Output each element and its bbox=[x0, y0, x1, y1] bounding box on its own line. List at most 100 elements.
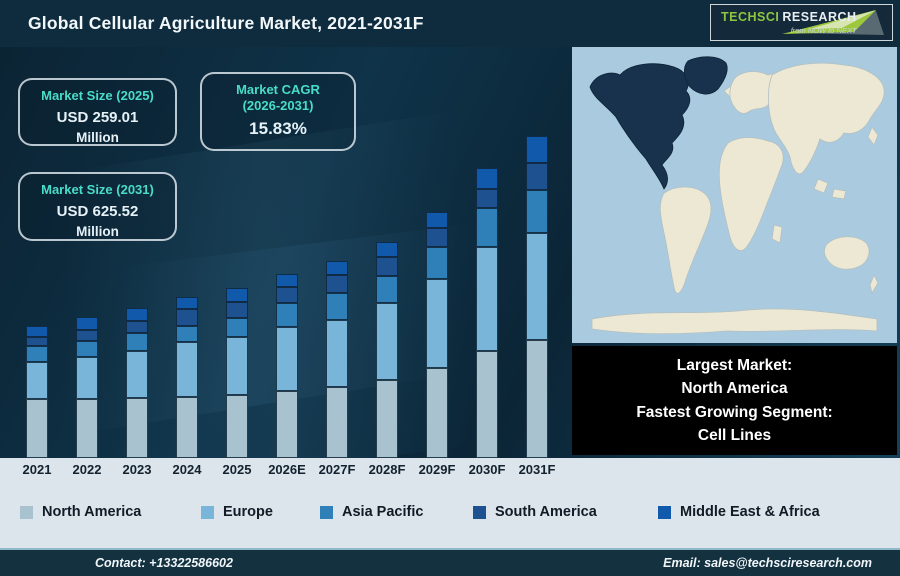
stat-unit: Million bbox=[76, 224, 119, 240]
bar-segment-asia-pacific bbox=[376, 276, 398, 303]
contact-email: Email: sales@techsciresearch.com bbox=[663, 556, 872, 570]
bar-segment-europe bbox=[476, 247, 498, 351]
legend-swatch bbox=[473, 505, 486, 519]
bar-segment-middle-east-africa bbox=[276, 274, 298, 287]
legend-item-north-america: North America bbox=[20, 504, 141, 520]
world-map bbox=[572, 47, 897, 343]
stat-unit: Million bbox=[76, 130, 119, 146]
stacked-bar-2022 bbox=[76, 317, 98, 458]
bar-segment-asia-pacific bbox=[26, 346, 48, 362]
bar-segment-south-america bbox=[426, 228, 448, 247]
logo-text: TECHSCI RESEARCH from NOW to NEXT bbox=[721, 11, 857, 34]
bar-segment-north-america bbox=[176, 397, 198, 458]
bar-segment-south-america bbox=[326, 275, 348, 293]
bar-segment-middle-east-africa bbox=[526, 136, 548, 163]
bar-segment-south-america bbox=[126, 321, 148, 333]
bar-segment-south-america bbox=[26, 337, 48, 346]
continent-australia bbox=[824, 236, 870, 270]
legend-label: North America bbox=[42, 504, 142, 520]
bar-segment-middle-east-africa bbox=[376, 242, 398, 257]
logo-tagline: from NOW to NEXT bbox=[790, 25, 857, 35]
legend-item-asia-pacific: Asia Pacific bbox=[320, 504, 423, 520]
greenland-highlighted bbox=[684, 56, 728, 95]
summary-line: Largest Market: bbox=[676, 357, 793, 374]
stat-label: Market Size (2031) bbox=[41, 182, 154, 197]
legend-item-south-america: South America bbox=[473, 504, 597, 520]
islands-japan bbox=[867, 126, 879, 146]
continent-south-america bbox=[659, 186, 712, 294]
page-title: Global Cellular Agriculture Market, 2021… bbox=[28, 13, 424, 33]
market-summary-box: Largest Market: North America Fastest Gr… bbox=[572, 346, 897, 455]
stat-label-line2: (2026-2031) bbox=[242, 98, 314, 114]
legend-item-europe: Europe bbox=[201, 504, 273, 520]
continent-asia bbox=[768, 62, 885, 175]
bar-segment-europe bbox=[426, 279, 448, 368]
bar-segment-north-america bbox=[76, 399, 98, 458]
continent-north-america-highlighted bbox=[589, 63, 691, 190]
world-map-panel bbox=[572, 47, 897, 343]
stacked-bar-2027F bbox=[326, 261, 348, 458]
stat-label: Market Size (2025) bbox=[41, 88, 154, 103]
logo-brand-primary: TECHSCI bbox=[721, 10, 780, 24]
x-axis-label-2021: 2021 bbox=[22, 462, 52, 477]
bar-segment-south-america bbox=[526, 163, 548, 190]
x-axis-label-2031F: 2031F bbox=[518, 462, 556, 477]
bar-segment-asia-pacific bbox=[526, 190, 548, 233]
bar-segment-north-america bbox=[526, 340, 548, 458]
bar-segment-south-america bbox=[276, 287, 298, 303]
bar-segment-asia-pacific bbox=[476, 208, 498, 247]
bar-segment-europe bbox=[76, 357, 98, 399]
islands-southeast-asia bbox=[831, 188, 847, 200]
bar-segment-middle-east-africa bbox=[426, 212, 448, 228]
bar-segment-south-america bbox=[376, 257, 398, 276]
legend-item-middle-east-africa: Middle East & Africa bbox=[658, 504, 820, 520]
stacked-bar-2025 bbox=[226, 288, 248, 458]
stat-label: Market CAGR bbox=[236, 82, 320, 97]
continent-africa bbox=[718, 137, 784, 251]
bar-segment-middle-east-africa bbox=[226, 288, 248, 302]
bar-segment-middle-east-africa bbox=[476, 168, 498, 189]
bar-segment-middle-east-africa bbox=[126, 308, 148, 321]
bar-segment-europe bbox=[226, 337, 248, 395]
stat-value: 15.83% bbox=[249, 118, 307, 138]
techsci-logo: TECHSCI RESEARCH from NOW to NEXT bbox=[710, 4, 893, 41]
islands-southeast-asia bbox=[813, 178, 829, 194]
bar-segment-europe bbox=[126, 351, 148, 398]
bar-segment-north-america bbox=[376, 380, 398, 458]
stacked-bar-2021 bbox=[26, 326, 48, 458]
stacked-bar-2031F bbox=[526, 136, 548, 458]
legend-swatch bbox=[20, 505, 33, 519]
summary-line: Fastest Growing Segment: bbox=[636, 403, 833, 421]
stat-box-market-size-2025: Market Size (2025) USD 259.01 Million bbox=[18, 78, 177, 146]
legend-swatch bbox=[320, 505, 333, 519]
bar-segment-middle-east-africa bbox=[26, 326, 48, 337]
bar-segment-north-america bbox=[26, 399, 48, 458]
legend-label: Asia Pacific bbox=[342, 504, 424, 520]
summary-line: Cell Lines bbox=[697, 426, 772, 444]
bar-segment-middle-east-africa bbox=[76, 317, 98, 330]
bar-segment-asia-pacific bbox=[326, 293, 348, 320]
legend-label: Europe bbox=[223, 504, 273, 520]
island-madagascar bbox=[771, 224, 783, 244]
legend-label: Middle East & Africa bbox=[680, 504, 820, 520]
continent-antarctica bbox=[591, 308, 878, 335]
bar-segment-south-america bbox=[226, 302, 248, 318]
x-axis-label-2030F: 2030F bbox=[468, 462, 506, 477]
stacked-bar-2024 bbox=[176, 297, 198, 458]
axis-and-legend-band: 2021 2022 2023 2024 2025 2026E 2027F 2028F 2029F… bbox=[0, 458, 900, 548]
bar-segment-south-america bbox=[476, 189, 498, 208]
bar-segment-north-america bbox=[326, 387, 348, 458]
bar-segment-middle-east-africa bbox=[326, 261, 348, 275]
stacked-bar-chart bbox=[0, 47, 572, 458]
logo-arrow-icon bbox=[782, 10, 884, 35]
x-axis-label-2022: 2022 bbox=[72, 462, 102, 477]
bar-segment-asia-pacific bbox=[226, 318, 248, 337]
bar-segment-north-america bbox=[426, 368, 448, 458]
x-axis-label-2028F: 2028F bbox=[368, 462, 406, 477]
bar-segment-asia-pacific bbox=[176, 326, 198, 342]
bar-segment-europe bbox=[376, 303, 398, 380]
stat-box-market-cagr: Market CAGR (2026-2031) 15.83% bbox=[200, 72, 356, 151]
x-axis-label-2023: 2023 bbox=[122, 462, 152, 477]
stat-value: USD 625.52 bbox=[56, 203, 139, 221]
